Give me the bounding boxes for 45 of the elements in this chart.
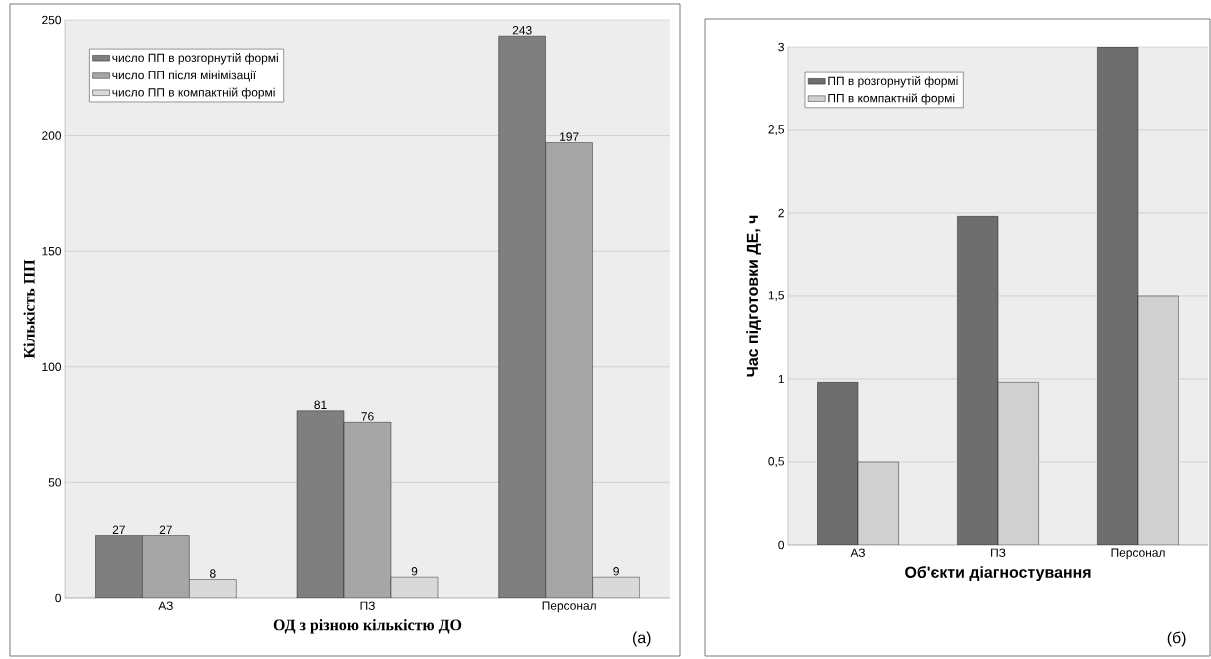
data-label: 243 [512, 26, 532, 35]
y-tick-label: 150 [42, 246, 62, 256]
x-tick-label: ПЗ [360, 601, 375, 610]
y-axis-title: Час підготовки ДЕ, ч [746, 215, 762, 377]
legend-label: ПП в компактній формі [828, 93, 955, 105]
x-axis-title: ОД з різною кількістю ДО [273, 619, 462, 634]
x-tick-label: АЗ [158, 601, 173, 610]
bar [189, 579, 237, 598]
y-tick-label: 200 [42, 131, 62, 140]
data-label: 27 [112, 525, 125, 534]
legend-label: число ПП в компактній формі [112, 87, 275, 99]
y-tick-label: 2,5 [768, 125, 784, 135]
legend-label: ПП в розгорнутій формі [828, 76, 958, 88]
y-tick-label: 1,5 [768, 291, 784, 301]
text: (б) [1167, 631, 1186, 647]
y-axis-title: Кількість ПП [23, 259, 35, 359]
bar [997, 382, 1039, 545]
data-label: 8 [210, 569, 216, 578]
bar [343, 422, 392, 598]
bar [857, 461, 899, 545]
y-tick-label: 50 [48, 478, 62, 487]
y-tick-label: 0 [778, 540, 785, 550]
x-tick-label: Персонал [542, 601, 596, 613]
y-tick-label: 250 [42, 15, 62, 25]
data-label: 9 [613, 567, 619, 576]
legend-label: число ПП в розгорнутій формі [112, 53, 278, 65]
data-label: 9 [411, 567, 418, 576]
y-tick-label: 100 [42, 362, 62, 372]
data-label: 76 [361, 412, 374, 421]
bar [142, 535, 190, 598]
y-tick-label: 0,5 [768, 457, 784, 467]
x-axis-title: Об'єкти діагностування [905, 566, 1091, 582]
x-tick-label: Персонал [1111, 548, 1165, 560]
y-tick-label: 1 [778, 374, 784, 384]
y-tick-label: 0 [55, 593, 62, 603]
x-tick-label: АЗ [850, 548, 865, 557]
y-tick-label: 3 [778, 42, 784, 52]
data-label: 197 [560, 132, 579, 141]
y-tick-label: 2 [778, 208, 784, 218]
data-label: 81 [314, 400, 327, 410]
text: (а) [632, 631, 651, 647]
data-label: 27 [159, 525, 172, 534]
legend-label: число ПП після мінімізації [112, 70, 256, 82]
x-tick-label: ПЗ [991, 548, 1006, 557]
bar [1137, 295, 1179, 545]
